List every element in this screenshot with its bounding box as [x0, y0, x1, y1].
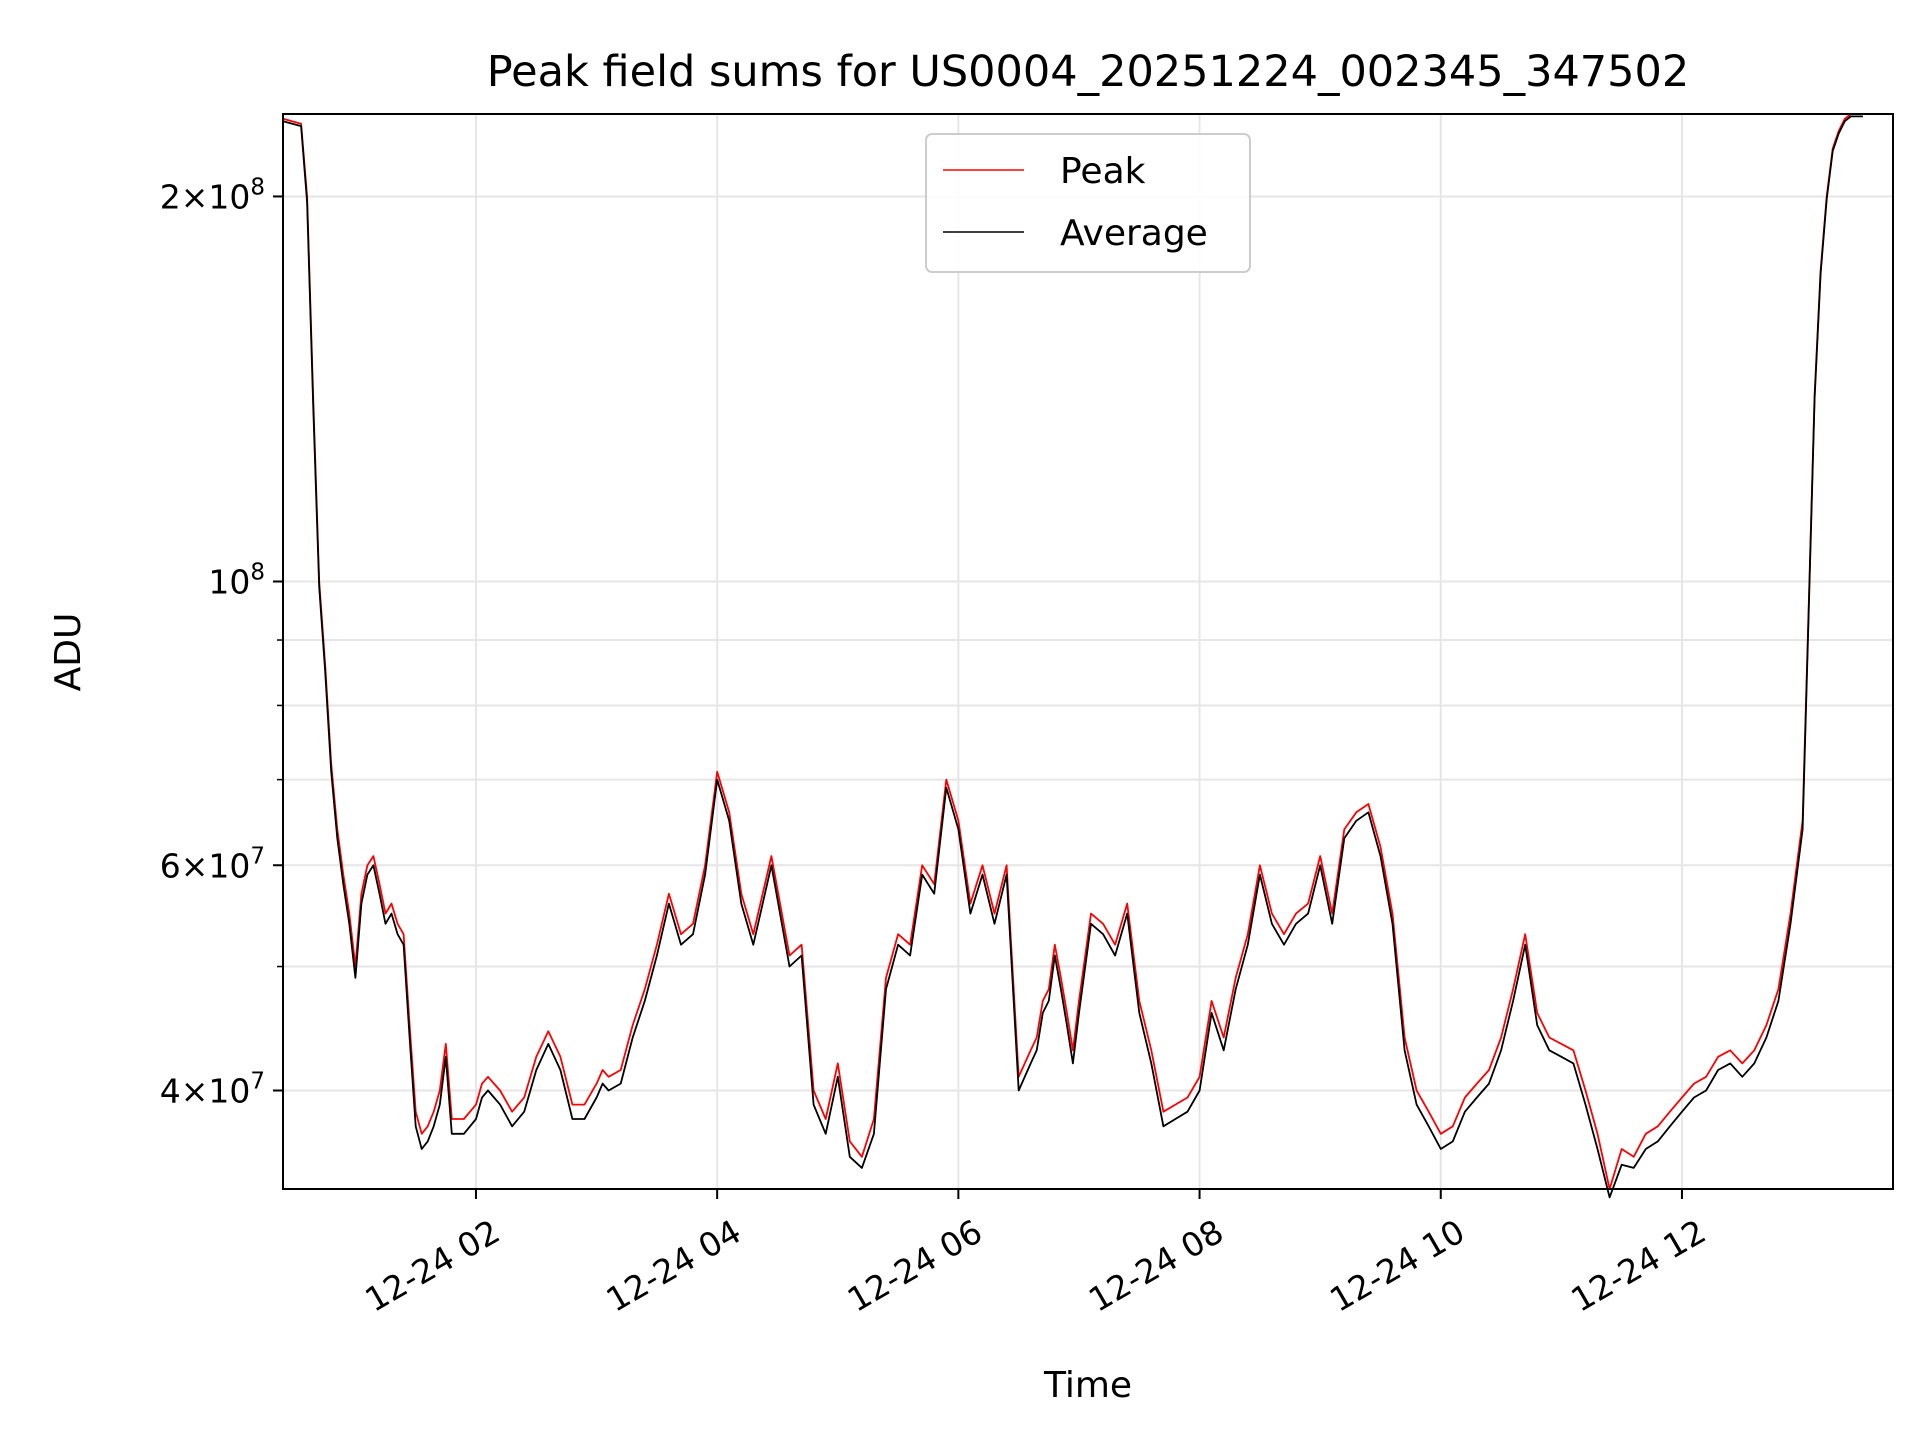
y-tick-label: 6×107 [160, 843, 265, 885]
y-tick-label: 108 [208, 559, 265, 601]
x-axis-title: Time [1043, 1365, 1132, 1406]
y-axis-title: ADU [48, 613, 89, 692]
legend-label-peak: Peak [1060, 151, 1146, 192]
series-line-average [282, 115, 1863, 1199]
y-tick-label: 4×107 [160, 1068, 265, 1110]
plot-frame [282, 113, 1894, 1190]
y-tick-label: 2×108 [160, 174, 265, 216]
series-line-peak [282, 113, 1863, 1190]
legend-label-average: Average [1060, 213, 1208, 254]
legend: Peak Average [925, 133, 1251, 273]
chart-title: Peak field sums for US0004_20251224_0023… [487, 47, 1690, 97]
legend-box [925, 133, 1251, 273]
series-layer [282, 113, 1863, 1199]
